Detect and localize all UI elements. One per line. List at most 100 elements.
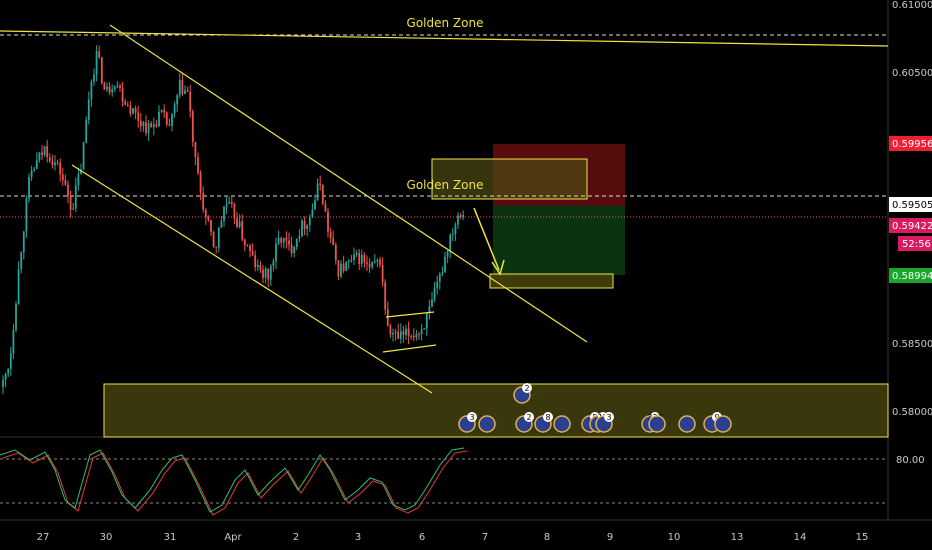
candle-body (90, 81, 93, 100)
event-flag-icon[interactable] (714, 415, 732, 433)
candle-body (272, 261, 275, 267)
event-flag-icon[interactable] (648, 415, 666, 433)
candle-body (15, 303, 17, 330)
candle-body (246, 245, 249, 247)
candle-body (269, 266, 272, 280)
candle-body (451, 234, 454, 236)
candle-body (259, 265, 262, 270)
event-markers[interactable]: 322851233339 (458, 383, 732, 433)
candle-body (137, 112, 140, 121)
candle-body (407, 328, 410, 336)
candle-body (238, 221, 241, 228)
candle-body (38, 152, 41, 161)
candle-body (225, 203, 228, 207)
candle-body (316, 183, 319, 201)
last-price-badge-label: 0.59422 (892, 221, 932, 232)
candle-body (319, 183, 322, 185)
candle-body (371, 262, 374, 268)
candle-body (129, 105, 132, 114)
candle-body (160, 109, 163, 112)
candle-body (100, 57, 103, 84)
candle-body (168, 124, 171, 126)
candle-body (306, 224, 309, 229)
time-tick-label: 14 (794, 532, 807, 543)
candle-body (254, 255, 257, 268)
time-tick-label: 30 (100, 532, 113, 543)
candle-body (155, 124, 158, 127)
stochastic-panel (0, 447, 888, 516)
candle-body (449, 234, 452, 252)
candle-body (93, 74, 95, 82)
candle-body (301, 220, 303, 237)
candle-body (197, 157, 199, 174)
candle-body (444, 256, 446, 273)
candle-body (298, 236, 301, 239)
candle-body (280, 237, 283, 243)
golden-zone-trendline (0, 30, 889, 47)
event-flag-icon[interactable] (553, 415, 571, 433)
candle-body (438, 274, 441, 282)
level-price-badge-label: 0.59505 (892, 200, 932, 211)
event-flag-icon[interactable] (678, 415, 696, 433)
candle-body (311, 209, 314, 218)
candle-body (256, 265, 259, 268)
candle-body (25, 198, 28, 232)
candle-body (275, 243, 277, 262)
event-count-label: 3 (469, 413, 474, 422)
projection-arrowhead (491, 259, 505, 276)
candle-body (202, 192, 205, 210)
stop-price-badge (889, 136, 932, 151)
candle-body (108, 86, 111, 93)
last-price-badge (889, 218, 932, 233)
time-tick-label: 8 (544, 532, 550, 543)
price-tick-label: 0.58500 (892, 339, 932, 350)
candle-body (332, 238, 335, 245)
stoch-k-line (0, 447, 465, 513)
candle-body (165, 112, 168, 125)
candle-body (72, 208, 75, 210)
candle-body (428, 306, 431, 314)
time-tick-label: 7 (482, 532, 488, 543)
candle-body (436, 281, 439, 289)
candle-body (98, 51, 101, 58)
event-count-label: 8 (545, 413, 550, 422)
flag-upper-line (385, 311, 435, 318)
bar-timer-badge (898, 236, 932, 251)
stoch-d-line (2, 450, 468, 516)
candle-body (249, 245, 251, 252)
level-price-badge (889, 197, 932, 212)
candle-body (399, 331, 402, 339)
candle-body (376, 259, 379, 262)
event-count-label: 9 (714, 413, 719, 422)
event-flag-icon[interactable] (478, 415, 496, 433)
candle-body (12, 329, 15, 354)
candle-body (22, 231, 25, 253)
candle-body (41, 152, 43, 155)
candle-body (124, 101, 127, 105)
candle-body (181, 80, 184, 94)
candle-body (121, 87, 124, 102)
candle-body (217, 227, 220, 248)
candle-body (397, 331, 400, 339)
target-price-badge-label: 0.58994 (892, 271, 932, 282)
candle-body (290, 244, 293, 254)
time-tick-label: 13 (731, 532, 744, 543)
candle-body (142, 122, 145, 127)
candle-body (204, 209, 207, 217)
candle-body (282, 237, 285, 243)
target-zone-box (489, 273, 614, 289)
candle-body (74, 185, 77, 209)
candle-body (152, 124, 155, 128)
candle-body (295, 238, 298, 248)
candle-body (20, 252, 23, 270)
candle-body (251, 251, 254, 256)
candle-body (210, 220, 212, 233)
flag-lower-line (382, 344, 437, 353)
candle-body (337, 260, 340, 277)
candle-body (116, 85, 119, 87)
candle-body (147, 123, 150, 134)
take-profit-zone (493, 206, 625, 275)
price-tick-label: 0.60500 (892, 68, 932, 79)
